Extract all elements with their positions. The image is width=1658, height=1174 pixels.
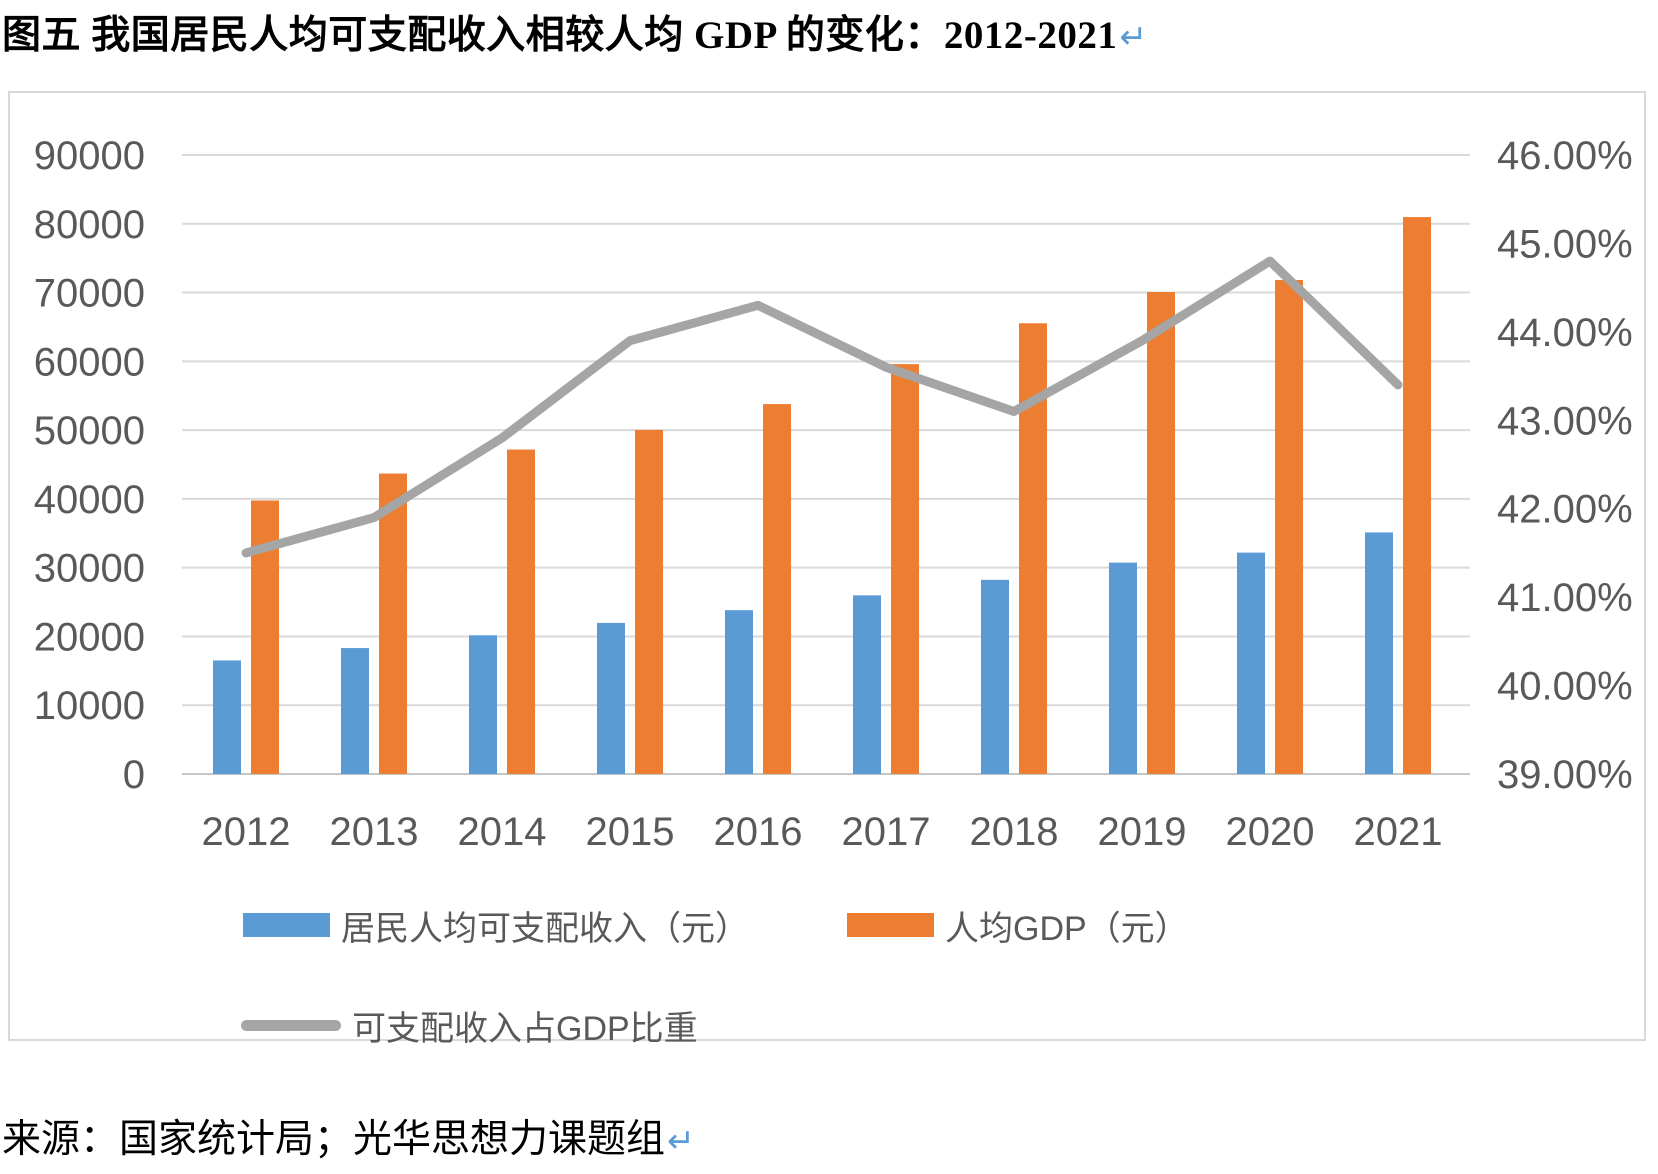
bar-income-2018 <box>981 579 1009 774</box>
source-paragraph-mark-icon: ↵ <box>667 1121 695 1160</box>
bar-gdp-2019 <box>1147 292 1175 774</box>
income-legend-label: 居民人均可支配收入（元） <box>341 909 749 948</box>
bar-income-2013 <box>341 648 369 774</box>
bar-income-2012 <box>213 660 241 774</box>
right-axis-tick-label: 43.00% <box>1497 399 1633 443</box>
right-axis-tick-label: 45.00% <box>1497 222 1633 266</box>
figure-title: 图五 我国居民人均可支配收入相较人均 GDP 的变化：2012-2021↵ <box>2 4 1148 60</box>
x-axis-label-2013: 2013 <box>330 810 419 854</box>
left-axis-tick-label: 90000 <box>34 134 145 178</box>
right-axis-tick-label: 42.00% <box>1497 488 1633 532</box>
left-axis-tick-label: 60000 <box>34 340 145 384</box>
paragraph-mark-icon: ↵ <box>1119 17 1148 56</box>
x-axis-label-2020: 2020 <box>1226 810 1315 854</box>
bar-gdp-2014 <box>507 449 535 774</box>
right-axis-tick-label: 46.00% <box>1497 134 1633 178</box>
bar-income-2015 <box>597 622 625 774</box>
left-axis-tick-label: 30000 <box>34 547 145 591</box>
left-axis-tick-label: 40000 <box>34 478 145 522</box>
ratio-line <box>241 256 1403 558</box>
source-text: 来源：国家统计局；光华思想力课题组 <box>2 1118 666 1161</box>
legend-item-gdp: 人均GDP（元） <box>847 903 1189 948</box>
left-axis-tick-label: 70000 <box>34 272 145 316</box>
bar-gdp-2013 <box>379 473 407 774</box>
right-axis-tick-label: 44.00% <box>1497 311 1633 355</box>
ratio-legend-label: 可支配收入占GDP比重 <box>352 1009 698 1048</box>
x-axis-label-2012: 2012 <box>202 810 291 854</box>
x-axis-label-2021: 2021 <box>1354 810 1443 854</box>
x-axis-label-2018: 2018 <box>970 810 1059 854</box>
bar-gdp-2020 <box>1275 279 1303 774</box>
right-axis-tick-label: 41.00% <box>1497 576 1633 620</box>
legend-item-ratio: 可支配收入占GDP比重 <box>241 1003 698 1048</box>
bar-income-2016 <box>725 610 753 774</box>
bar-income-2014 <box>469 635 497 774</box>
bar-income-2019 <box>1109 562 1137 774</box>
income-legend-swatch <box>243 913 330 937</box>
x-axis-label-2015: 2015 <box>586 810 675 854</box>
x-axis-label-2017: 2017 <box>842 810 931 854</box>
bar-income-2017 <box>853 595 881 774</box>
gdp-legend-label: 人均GDP（元） <box>945 909 1189 948</box>
left-axis-tick-label: 20000 <box>34 615 145 659</box>
right-axis-tick-label: 40.00% <box>1497 665 1633 709</box>
combo-chart: 0 10000 20000 30000 40000 50000 60000 70000 8000… <box>8 91 1646 1041</box>
ratio-line-legend-swatch <box>241 1019 341 1031</box>
bar-gdp-2021 <box>1403 217 1431 774</box>
x-axis-label-2016: 2016 <box>714 810 803 854</box>
left-axis-tick-label: 0 <box>123 753 145 797</box>
legend-item-income: 居民人均可支配收入（元） <box>243 903 749 948</box>
gdp-legend-swatch <box>847 913 934 937</box>
left-axis-tick-label: 10000 <box>34 684 145 728</box>
left-axis-tick-label: 50000 <box>34 409 145 453</box>
x-axis-label-2014: 2014 <box>458 810 547 854</box>
bar-gdp-2015 <box>635 429 663 774</box>
x-axis-label-2019: 2019 <box>1098 810 1187 854</box>
chart-area: 0 10000 20000 30000 40000 50000 60000 70000 8000… <box>8 91 1646 1048</box>
left-axis-tick-label: 80000 <box>34 203 145 247</box>
bar-gdp-2017 <box>891 364 919 774</box>
bar-income-2021 <box>1365 532 1393 774</box>
right-axis-tick-label: 39.00% <box>1497 753 1633 797</box>
bar-income-2020 <box>1237 552 1265 774</box>
bar-gdp-2016 <box>763 404 791 774</box>
figure-title-text: 图五 我国居民人均可支配收入相较人均 GDP 的变化：2012-2021 <box>2 14 1118 57</box>
source-note: 来源：国家统计局；光华思想力课题组↵ <box>2 1108 695 1164</box>
